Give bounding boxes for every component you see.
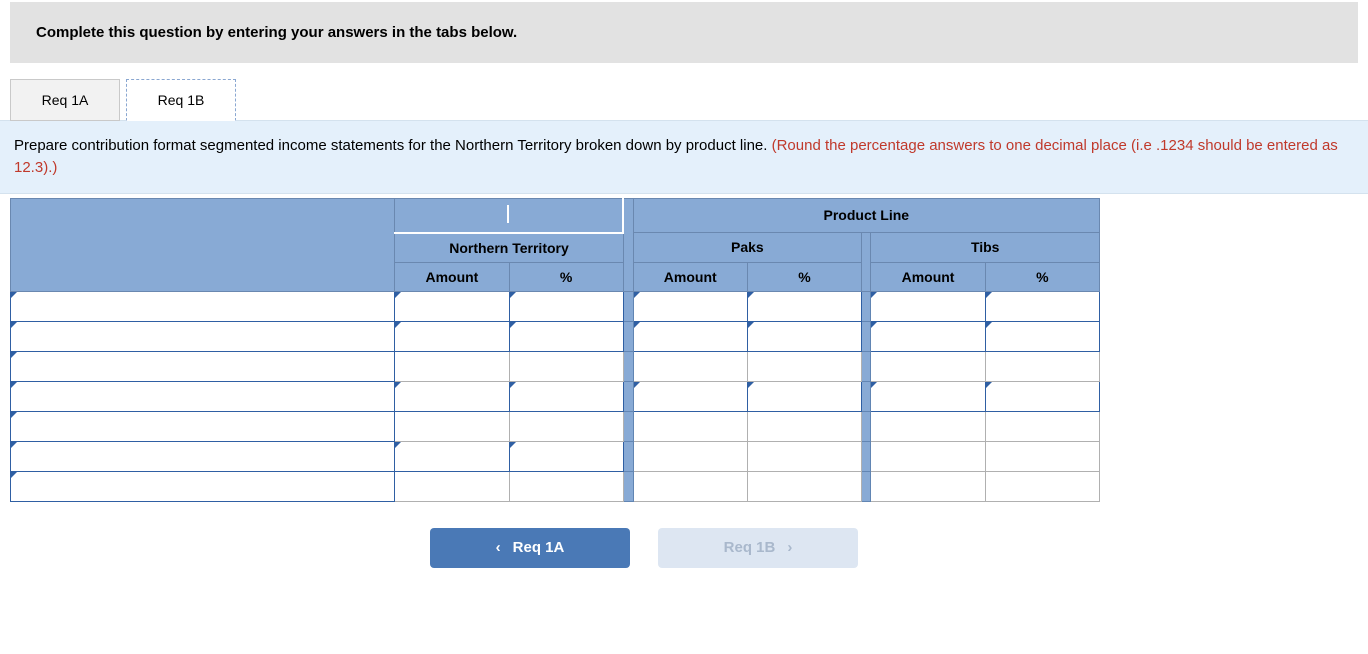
row-label-input[interactable] bbox=[11, 351, 395, 381]
prev-button-label: Req 1A bbox=[513, 539, 565, 556]
row-label-header bbox=[11, 198, 395, 291]
spacer-1 bbox=[623, 198, 633, 291]
spacer-cell bbox=[623, 441, 633, 471]
table-row bbox=[11, 441, 1100, 471]
data-cell[interactable] bbox=[509, 441, 623, 471]
tab-req-1a[interactable]: Req 1A bbox=[10, 79, 120, 121]
data-cell bbox=[985, 441, 1099, 471]
data-cell[interactable] bbox=[985, 381, 1099, 411]
data-cell[interactable] bbox=[395, 441, 509, 471]
data-cell bbox=[747, 471, 861, 501]
tibs-percent-header: % bbox=[985, 262, 1099, 291]
data-cell bbox=[633, 411, 747, 441]
spacer-cell bbox=[862, 291, 871, 321]
spacer-cell bbox=[623, 291, 633, 321]
tibs-amount-header: Amount bbox=[871, 262, 985, 291]
data-cell[interactable] bbox=[633, 321, 747, 351]
spacer-cell bbox=[623, 321, 633, 351]
table-row bbox=[11, 321, 1100, 351]
data-cell[interactable] bbox=[509, 321, 623, 351]
data-cell bbox=[747, 441, 861, 471]
data-cell[interactable] bbox=[395, 321, 509, 351]
data-cell bbox=[509, 351, 623, 381]
prompt-main: Prepare contribution format segmented in… bbox=[14, 137, 772, 154]
product-line-header: Product Line bbox=[633, 198, 1099, 233]
chevron-right-icon: › bbox=[787, 539, 792, 556]
row-label-input[interactable] bbox=[11, 381, 395, 411]
data-cell bbox=[871, 411, 985, 441]
answer-table: Product Line Northern Territory Paks Tib… bbox=[10, 198, 1100, 502]
row-label-input[interactable] bbox=[11, 321, 395, 351]
spacer-2 bbox=[862, 233, 871, 292]
data-cell bbox=[985, 471, 1099, 501]
nt-percent-header: % bbox=[509, 262, 623, 291]
spacer-cell bbox=[623, 351, 633, 381]
data-cell bbox=[871, 471, 985, 501]
data-cell bbox=[871, 441, 985, 471]
data-cell bbox=[509, 471, 623, 501]
instruction-bar: Complete this question by entering your … bbox=[10, 2, 1358, 63]
data-cell bbox=[395, 411, 509, 441]
row-label-input[interactable] bbox=[11, 471, 395, 501]
data-cell[interactable] bbox=[871, 291, 985, 321]
nt-split-top bbox=[395, 198, 623, 233]
data-cell bbox=[395, 471, 509, 501]
data-cell[interactable] bbox=[509, 291, 623, 321]
data-cell[interactable] bbox=[747, 291, 861, 321]
spacer-cell bbox=[862, 381, 871, 411]
paks-amount-header: Amount bbox=[633, 262, 747, 291]
next-button[interactable]: Req 1B › bbox=[658, 528, 858, 568]
spacer-cell bbox=[623, 381, 633, 411]
data-cell[interactable] bbox=[747, 381, 861, 411]
data-cell bbox=[985, 351, 1099, 381]
spacer-cell bbox=[862, 321, 871, 351]
group-tibs: Tibs bbox=[871, 233, 1100, 263]
table-row bbox=[11, 411, 1100, 441]
data-cell bbox=[395, 351, 509, 381]
prompt-band: Prepare contribution format segmented in… bbox=[0, 120, 1368, 194]
data-cell bbox=[633, 351, 747, 381]
table-row bbox=[11, 381, 1100, 411]
data-cell[interactable] bbox=[871, 321, 985, 351]
spacer-cell bbox=[862, 351, 871, 381]
data-cell bbox=[985, 411, 1099, 441]
data-cell[interactable] bbox=[509, 381, 623, 411]
spacer-cell bbox=[862, 441, 871, 471]
data-cell bbox=[633, 471, 747, 501]
data-cell[interactable] bbox=[633, 291, 747, 321]
chevron-left-icon: ‹ bbox=[496, 539, 501, 556]
spacer-cell bbox=[623, 471, 633, 501]
table-row bbox=[11, 291, 1100, 321]
data-cell[interactable] bbox=[395, 381, 509, 411]
nt-amount-header: Amount bbox=[395, 262, 509, 291]
data-cell bbox=[747, 351, 861, 381]
table-row bbox=[11, 351, 1100, 381]
next-button-label: Req 1B bbox=[724, 539, 776, 556]
prev-button[interactable]: ‹ Req 1A bbox=[430, 528, 630, 568]
table-row bbox=[11, 471, 1100, 501]
spacer-cell bbox=[862, 411, 871, 441]
data-cell bbox=[871, 351, 985, 381]
tab-req-1b[interactable]: Req 1B bbox=[126, 79, 236, 121]
data-cell bbox=[747, 411, 861, 441]
data-cell[interactable] bbox=[633, 381, 747, 411]
tabs-row: Req 1A Req 1B bbox=[10, 79, 1368, 121]
data-cell bbox=[633, 441, 747, 471]
data-cell[interactable] bbox=[395, 291, 509, 321]
table-body bbox=[11, 291, 1100, 501]
data-cell[interactable] bbox=[985, 291, 1099, 321]
group-paks: Paks bbox=[633, 233, 861, 263]
nav-row: ‹ Req 1A Req 1B › bbox=[430, 528, 1368, 568]
data-cell[interactable] bbox=[871, 381, 985, 411]
spacer-cell bbox=[623, 411, 633, 441]
row-label-input[interactable] bbox=[11, 411, 395, 441]
paks-percent-header: % bbox=[747, 262, 861, 291]
data-cell bbox=[509, 411, 623, 441]
row-label-input[interactable] bbox=[11, 441, 395, 471]
group-northern-territory: Northern Territory bbox=[395, 233, 623, 263]
spacer-cell bbox=[862, 471, 871, 501]
data-cell[interactable] bbox=[747, 321, 861, 351]
row-label-input[interactable] bbox=[11, 291, 395, 321]
data-cell[interactable] bbox=[985, 321, 1099, 351]
